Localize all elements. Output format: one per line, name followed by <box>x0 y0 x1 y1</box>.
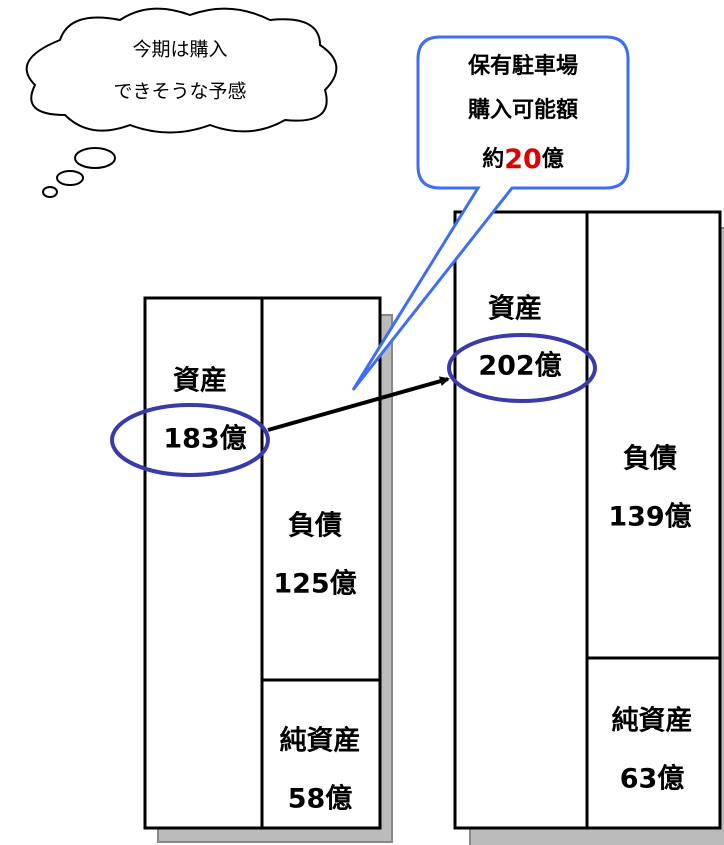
thought-line: できそうな予感 <box>113 81 246 103</box>
liabilities-amount: 139億 <box>608 502 691 533</box>
highlight-ellipse <box>110 403 270 477</box>
net-assets-amount: 63億 <box>620 764 685 795</box>
net-assets-amount: 58億 <box>288 784 353 815</box>
assets-amount: 183億 <box>163 424 246 455</box>
amount-number: 20 <box>504 144 542 175</box>
assets-amount: 202億 <box>478 351 561 382</box>
liabilities-amount: 125億 <box>273 569 356 600</box>
thought-line: 今期は購入 <box>132 39 227 61</box>
liabilities-label: 負債 <box>288 511 342 542</box>
assets-label: 資産 <box>488 293 542 325</box>
amount-prefix: 約 <box>482 146 504 172</box>
balance-sheet-left: 資産 183億 負債 125億 純資産 58億 <box>143 296 393 843</box>
amount-suffix: 億 <box>542 146 564 172</box>
bubble-line: 購入可能額 <box>468 97 578 123</box>
thought-bubble: 今期は購入 できそうな予感 <box>25 7 338 198</box>
bubble-line: 保有駐車場 <box>467 53 578 79</box>
balance-sheet-right: 資産 202億 負債 139億 純資産 63億 <box>453 210 724 845</box>
net-assets-label: 純資産 <box>612 705 693 737</box>
net-assets-label: 純資産 <box>280 725 361 757</box>
assets-label: 資産 <box>173 365 227 397</box>
liabilities-label: 負債 <box>623 444 677 475</box>
highlight-ellipse <box>447 333 597 403</box>
bubble-amount: 約20億 <box>482 144 564 175</box>
arrow <box>267 376 450 432</box>
speech-bubble: 保有駐車場 購入可能額 約20億 <box>351 35 630 391</box>
